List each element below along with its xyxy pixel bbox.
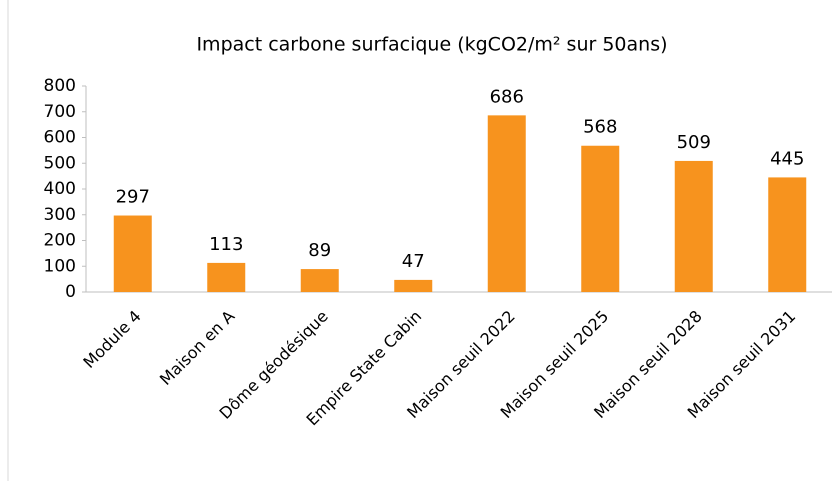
y-tick-label: 700 bbox=[44, 102, 76, 122]
bar bbox=[581, 145, 620, 292]
bar bbox=[113, 215, 152, 292]
data-label: 113 bbox=[209, 234, 243, 255]
data-label: 47 bbox=[402, 251, 425, 272]
data-label: 509 bbox=[677, 132, 711, 153]
y-tick-label: 800 bbox=[44, 76, 76, 96]
chart-title: Impact carbone surfacique (kgCO2/m² sur … bbox=[196, 34, 667, 56]
x-tick-label: Module 4 bbox=[79, 307, 144, 372]
y-tick-label: 600 bbox=[44, 128, 76, 148]
data-label: 89 bbox=[308, 240, 331, 261]
bar bbox=[674, 160, 713, 292]
data-label: 445 bbox=[770, 148, 804, 169]
data-label: 568 bbox=[583, 117, 617, 138]
bar bbox=[768, 177, 807, 292]
y-tick-label: 100 bbox=[44, 256, 76, 276]
bar bbox=[394, 279, 433, 292]
y-tick-label: 400 bbox=[44, 179, 76, 199]
y-tick-label: 0 bbox=[65, 282, 76, 302]
y-tick-label: 200 bbox=[44, 231, 76, 251]
y-tick-label: 300 bbox=[44, 205, 76, 225]
data-label: 686 bbox=[490, 86, 524, 107]
bar bbox=[487, 115, 526, 292]
x-tick-label: Maison en A bbox=[156, 307, 238, 389]
y-tick-label: 500 bbox=[44, 153, 76, 173]
bar bbox=[300, 269, 339, 292]
bar bbox=[207, 262, 246, 292]
data-label: 297 bbox=[116, 187, 150, 208]
